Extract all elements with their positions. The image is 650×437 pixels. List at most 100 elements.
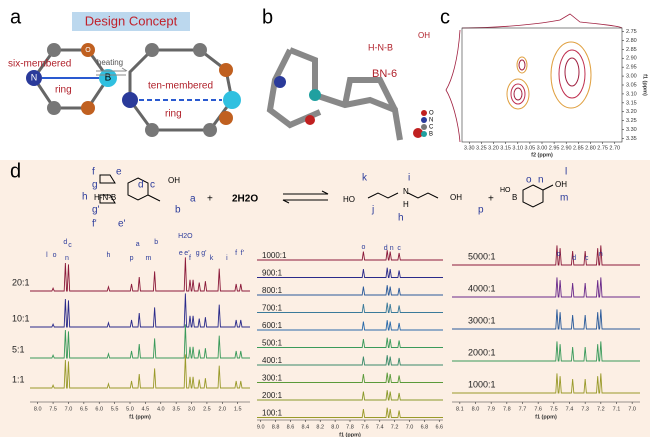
x-tick-label: 9.0 (257, 424, 265, 430)
ring-label: ten-membered (148, 81, 213, 92)
legend-label: N (429, 118, 433, 124)
label: l (565, 167, 567, 178)
x-tick-label: 7.6 (361, 424, 369, 430)
x-tick-label: 1.5 (234, 406, 242, 412)
x-tick-label: 7.0 (65, 406, 73, 412)
spectrum-trace (452, 341, 640, 362)
y-tick-label: 3.20 (626, 109, 637, 115)
spectrum-trace (30, 354, 250, 389)
x-tick-label: 3.05 (525, 145, 536, 151)
x-tick-label: 8.1 (456, 406, 464, 412)
x-tick-label: 7.7 (519, 406, 527, 412)
x-tick-label: 7.2 (391, 424, 399, 430)
title-box (72, 12, 190, 31)
y-tick-label: 2.80 (626, 38, 637, 44)
ratio-label: 300:1 (262, 374, 283, 383)
structure-text: OH (555, 180, 567, 189)
structure-text: H-N-B (94, 193, 116, 202)
x-tick-label: 2.70 (609, 145, 620, 151)
ratio-label: 1:1 (12, 374, 25, 384)
ratio-label: 2000:1 (468, 347, 496, 357)
x-tick-label: 2.80 (585, 145, 596, 151)
x-tick-label: 8.0 (472, 406, 480, 412)
ratio-label: 5:1 (12, 344, 25, 354)
projection (445, 29, 461, 143)
atom-label: B (105, 73, 112, 84)
compound-label: BN-6 (372, 68, 397, 80)
peak-label: d (63, 239, 67, 246)
spectrum-trace (257, 407, 443, 418)
structure-text: OH (168, 176, 180, 185)
legend-swatch (421, 110, 427, 116)
peak-label: c (68, 242, 72, 249)
ratio-label: 200:1 (262, 391, 283, 400)
x-tick-label: 2.75 (597, 145, 608, 151)
b-atom (223, 91, 241, 109)
structure-text: B (512, 193, 517, 202)
panel-d-background (0, 160, 650, 437)
label: p (478, 205, 484, 216)
ratio-label: 700:1 (262, 304, 283, 313)
y-tick-label: 3.15 (626, 100, 637, 106)
x-axis-label: f1 (ppm) (535, 414, 557, 420)
b-atom (309, 89, 321, 101)
label: i (408, 173, 410, 184)
label: h (82, 192, 88, 203)
x-tick-label: 7.5 (49, 406, 57, 412)
arrow-label: heating (97, 58, 123, 67)
y-tick-label: 3.10 (626, 91, 637, 97)
x-tick-label: 7.6 (534, 406, 542, 412)
x-tick-label: 5.0 (126, 406, 134, 412)
spectrum-trace (30, 293, 250, 328)
peak-label: e' (184, 250, 189, 257)
x-tick-label: 5.5 (111, 406, 119, 412)
spectrum-trace (257, 250, 443, 261)
label: g' (92, 205, 100, 216)
peak-label: m (146, 255, 152, 262)
x-tick-label: 6.8 (421, 424, 429, 430)
peak-label: l (46, 252, 48, 259)
peak-label: h (107, 252, 111, 259)
x-tick-label: 8.0 (331, 424, 339, 430)
n-atom (26, 70, 42, 86)
legend-swatch (421, 124, 427, 130)
x-tick-label: 8.2 (316, 424, 324, 430)
x-tick-label: 2.5 (203, 406, 211, 412)
peak-label: H2O (178, 233, 193, 240)
peak-label: e (179, 250, 183, 257)
legend-swatch (421, 131, 427, 137)
ratio-label: 1000:1 (262, 251, 287, 260)
x-tick-label: 2.95 (549, 145, 560, 151)
ring-label: ring (55, 85, 72, 96)
crystal-structure (266, 47, 403, 141)
x-tick-label: 7.3 (581, 406, 589, 412)
x-tick-label: 7.8 (503, 406, 511, 412)
peak-label: g (196, 250, 200, 257)
ring-label: ring (165, 109, 182, 120)
spectrum-trace (257, 302, 443, 313)
spectrum-trace (257, 285, 443, 296)
structure-text: H-N-B (368, 42, 393, 52)
n-atom (274, 76, 286, 88)
label: h (398, 213, 404, 224)
ratio-label: 400:1 (262, 356, 283, 365)
x-axis-label: f1 (ppm) (339, 432, 361, 437)
peak-label: n (599, 251, 603, 258)
peak-label: f (235, 250, 237, 257)
structure-text: HO (500, 187, 511, 194)
x-tick-label: 7.1 (613, 406, 621, 412)
x-tick-label: 3.20 (488, 145, 499, 151)
peak-label: n (65, 255, 69, 262)
x-tick-label: 3.00 (537, 145, 548, 151)
n-atom (122, 92, 138, 108)
ratio-label: 500:1 (262, 339, 283, 348)
y-tick-label: 3.35 (626, 136, 637, 142)
spectrum-trace (257, 320, 443, 331)
x-tick-label: 8.4 (302, 424, 310, 430)
structure-text: N (403, 187, 409, 196)
legend-label: B (429, 132, 433, 138)
x-tick-label: 7.0 (628, 406, 636, 412)
spectrum-trace (30, 257, 250, 292)
peak-label: f (189, 255, 191, 262)
